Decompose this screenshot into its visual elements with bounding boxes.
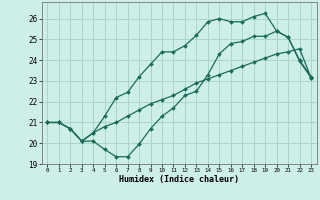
X-axis label: Humidex (Indice chaleur): Humidex (Indice chaleur) (119, 175, 239, 184)
